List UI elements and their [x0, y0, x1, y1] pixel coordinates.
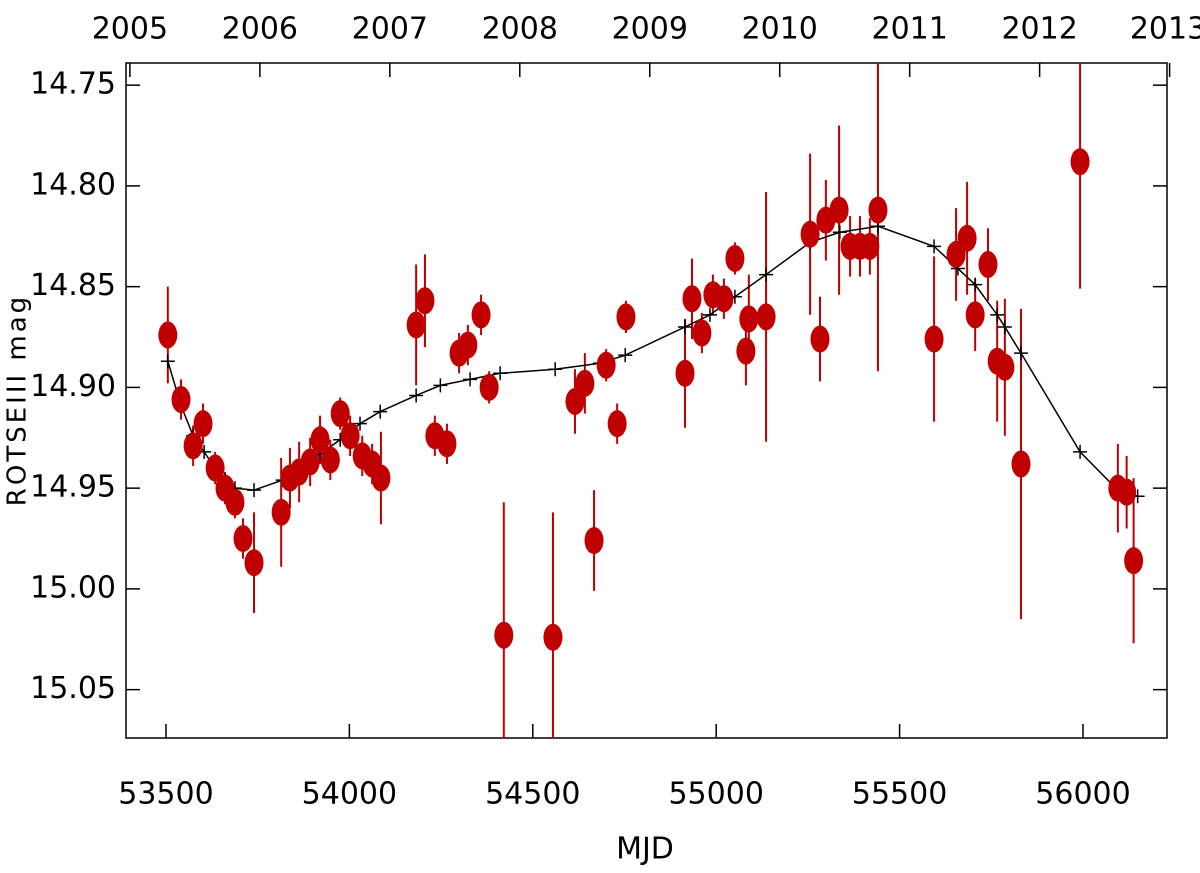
data-point: [1124, 547, 1144, 575]
model-marker: [247, 483, 262, 498]
data-point: [233, 525, 253, 553]
y-tick-label: 15.05: [30, 671, 116, 706]
top-tick-label: 2007: [352, 12, 428, 47]
top-tick-label: 2005: [92, 12, 168, 47]
data-point: [340, 422, 360, 450]
model-marker: [678, 319, 693, 334]
model-marker: [409, 388, 424, 403]
data-point: [739, 305, 759, 333]
y-tick-label: 14.90: [30, 369, 116, 404]
model-marker: [1014, 346, 1029, 361]
x-tick-label: 55000: [668, 777, 763, 812]
model-marker: [702, 307, 717, 322]
x-tick-label: 54500: [485, 777, 580, 812]
model-marker: [759, 267, 774, 282]
data-point: [415, 287, 435, 315]
data-point: [965, 301, 985, 329]
plot-frame: [125, 62, 1168, 739]
data-point: [205, 454, 225, 482]
data-point: [244, 549, 264, 577]
data-point: [596, 351, 616, 379]
data-point: [756, 303, 776, 331]
top-tick-label: 2012: [1001, 12, 1077, 47]
data-point: [860, 232, 880, 260]
data-point: [543, 623, 563, 651]
data-point: [565, 388, 585, 416]
data-point: [158, 321, 178, 349]
data-point: [995, 353, 1015, 381]
data-point: [330, 400, 350, 428]
data-point: [725, 244, 745, 272]
data-point: [682, 285, 702, 313]
data-point: [957, 224, 977, 252]
data-point: [736, 337, 756, 365]
data-point: [607, 410, 627, 438]
data-point: [471, 301, 491, 329]
data-point: [458, 331, 478, 359]
data-point: [575, 369, 595, 397]
model-marker: [1073, 444, 1088, 459]
data-point: [371, 464, 391, 492]
data-point: [225, 488, 245, 516]
model-marker: [548, 362, 563, 377]
data-point: [479, 373, 499, 401]
data-point: [810, 325, 830, 353]
data-point: [1070, 148, 1090, 176]
data-point: [171, 385, 191, 413]
model-marker: [997, 319, 1012, 334]
y-tick-label: 15.00: [30, 570, 116, 605]
data-point: [271, 498, 291, 526]
model-marker: [927, 239, 942, 254]
model-marker: [373, 404, 388, 419]
top-tick-label: 2013: [1130, 12, 1200, 47]
x-tick-label: 54000: [302, 777, 397, 812]
data-point: [1117, 478, 1137, 506]
model-marker: [968, 277, 983, 292]
data-point: [183, 432, 203, 460]
top-tick-label: 2010: [742, 12, 818, 47]
data-point: [868, 196, 888, 224]
data-point: [714, 285, 734, 313]
data-point: [616, 303, 636, 331]
data-point: [193, 410, 213, 438]
model-marker: [618, 348, 633, 363]
data-point: [320, 446, 340, 474]
top-tick-label: 2009: [612, 12, 688, 47]
model-marker: [433, 378, 448, 393]
data-point: [924, 325, 944, 353]
y-tick-label: 14.85: [30, 268, 116, 303]
data-point: [829, 196, 849, 224]
y-axis-label: ROTSEIII mag: [3, 294, 33, 506]
data-point: [494, 621, 514, 649]
x-tick-label: 53500: [118, 777, 213, 812]
model-marker: [353, 416, 368, 431]
data-point: [692, 319, 712, 347]
data-point: [406, 311, 426, 339]
y-tick-label: 14.75: [30, 67, 116, 102]
data-point: [800, 220, 820, 248]
data-point: [310, 426, 330, 454]
model-marker: [990, 307, 1005, 322]
data-point: [675, 359, 695, 387]
plot-area: [158, 63, 1145, 738]
x-axis-label: MJD: [616, 832, 674, 867]
y-tick-label: 14.95: [30, 470, 116, 505]
model-marker: [463, 372, 478, 387]
top-tick-label: 2008: [482, 12, 558, 47]
data-point: [584, 527, 604, 555]
model-marker: [832, 225, 847, 240]
data-point: [1011, 450, 1031, 478]
top-tick-label: 2011: [871, 12, 947, 47]
model-marker: [493, 366, 508, 381]
x-tick-label: 55500: [852, 777, 947, 812]
y-tick-label: 14.80: [30, 167, 116, 202]
model-marker: [160, 354, 175, 369]
data-point: [978, 250, 998, 278]
data-point: [437, 430, 457, 458]
data-point: [300, 448, 320, 476]
x-tick-label: 56000: [1035, 777, 1130, 812]
top-tick-label: 2006: [222, 12, 298, 47]
